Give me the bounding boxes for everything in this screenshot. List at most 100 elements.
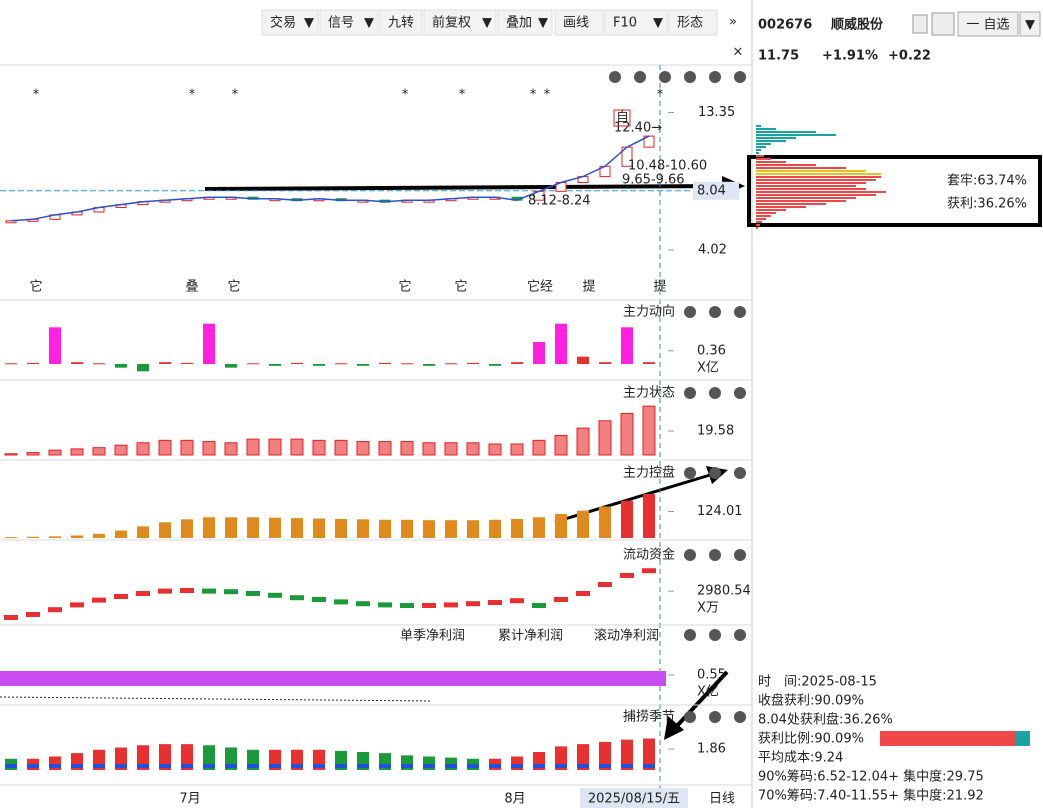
season-bar xyxy=(181,744,193,770)
bar xyxy=(71,535,83,538)
panel-icon[interactable] xyxy=(709,306,721,318)
dropdown-arrow[interactable]: ▼ xyxy=(538,16,548,31)
toolbar-button[interactable] xyxy=(668,9,718,36)
panel-icon[interactable] xyxy=(684,387,696,399)
toolbar-label[interactable]: 信号 xyxy=(328,16,354,31)
season-strip xyxy=(379,764,391,768)
panel-icon[interactable] xyxy=(684,306,696,318)
dropdown-arrow[interactable]: ▼ xyxy=(364,16,374,31)
event-label[interactable]: 它 xyxy=(227,279,240,295)
toolbar-label[interactable]: F10 xyxy=(613,16,637,31)
bar xyxy=(291,518,303,538)
price-annotation: 9.65-9.66 xyxy=(622,173,685,188)
panel-icon[interactable] xyxy=(734,549,746,561)
dropdown-arrow[interactable]: ▼ xyxy=(304,16,314,31)
watch-label[interactable]: 一 自选 xyxy=(966,18,1009,33)
bar xyxy=(5,363,17,365)
season-strip xyxy=(181,764,193,768)
candle xyxy=(5,220,17,224)
event-label[interactable]: 它 xyxy=(398,279,411,295)
panel-icon[interactable] xyxy=(609,71,621,83)
bar xyxy=(466,442,480,456)
panel-icon[interactable] xyxy=(684,71,696,83)
panel-icon[interactable] xyxy=(734,387,746,399)
panel-icon[interactable] xyxy=(734,629,746,641)
toolbar-button[interactable] xyxy=(319,9,379,36)
panel-icon[interactable] xyxy=(659,71,671,83)
chip-bar xyxy=(756,170,866,172)
chip-bar xyxy=(756,227,758,229)
panel-icon[interactable] xyxy=(709,467,721,479)
event-label[interactable]: 它 xyxy=(29,279,42,295)
flow-segment xyxy=(422,603,436,608)
panel-icon[interactable] xyxy=(709,549,721,561)
toolbar-label[interactable]: 交易 xyxy=(270,15,296,31)
panel-icon[interactable] xyxy=(734,711,746,723)
toolbar-button[interactable] xyxy=(379,9,423,36)
profit-tab[interactable]: 滚动净利润 xyxy=(594,628,659,644)
toolbar-button[interactable] xyxy=(554,9,604,36)
toolbar-label[interactable]: 九转 xyxy=(388,16,414,31)
toolbar-button[interactable] xyxy=(604,9,668,36)
toolbar-label[interactable]: 前复权 xyxy=(432,15,471,31)
panel-icon[interactable] xyxy=(709,71,721,83)
profit-tab[interactable]: 单季净利润 xyxy=(400,629,465,644)
panel-icon[interactable] xyxy=(734,467,746,479)
event-label[interactable]: 叠 xyxy=(185,280,198,295)
chip-bar xyxy=(756,161,786,163)
profit-tab[interactable]: 累计净利润 xyxy=(498,629,563,644)
watch-dropdown[interactable] xyxy=(1019,11,1041,37)
panel-icon[interactable] xyxy=(684,549,696,561)
toolbar-label[interactable]: 画线 xyxy=(563,16,589,31)
unit-label: X亿 xyxy=(697,360,719,375)
panel-icon[interactable] xyxy=(684,629,696,641)
toolbar-button[interactable] xyxy=(497,9,553,36)
bar xyxy=(180,439,194,456)
dropdown-arrow[interactable]: ▼ xyxy=(653,16,663,31)
trapped-bar xyxy=(1016,731,1030,746)
panel-icon[interactable] xyxy=(709,629,721,641)
season-strip xyxy=(467,764,479,768)
bar xyxy=(49,536,61,538)
panel-title: 主力控盘 xyxy=(623,465,675,481)
bar xyxy=(533,517,545,538)
info-icon[interactable] xyxy=(912,14,928,34)
season-strip xyxy=(599,764,611,768)
bar xyxy=(422,442,436,456)
panel-icon[interactable] xyxy=(684,711,696,723)
toolbar-button[interactable] xyxy=(261,9,319,36)
more-icon[interactable]: » xyxy=(729,15,737,30)
panel-icon[interactable] xyxy=(709,711,721,723)
dropdown-arrow[interactable]: ▼ xyxy=(482,16,492,31)
event-label[interactable]: 它经 xyxy=(527,279,553,295)
watch-button[interactable] xyxy=(957,11,1019,37)
bar xyxy=(93,533,105,538)
chip-bar xyxy=(756,155,764,157)
bar xyxy=(423,364,435,366)
event-label[interactable]: 它 xyxy=(454,279,467,295)
event-label[interactable]: 提 xyxy=(582,279,595,295)
flow-segment xyxy=(400,603,414,608)
panel-icon[interactable] xyxy=(734,306,746,318)
close-icon[interactable]: × xyxy=(733,45,744,60)
event-label[interactable]: 提 xyxy=(653,279,666,295)
panel-icon[interactable] xyxy=(709,387,721,399)
toolbar-button[interactable] xyxy=(423,9,497,36)
toolbar-label[interactable]: 叠加 xyxy=(506,16,532,31)
bar xyxy=(445,363,457,365)
period-label[interactable]: 日线 xyxy=(709,792,735,807)
flow-segment xyxy=(598,582,612,587)
bell-icon[interactable] xyxy=(931,12,955,36)
toolbar-label[interactable]: 形态 xyxy=(677,16,703,31)
panel-icon[interactable] xyxy=(684,467,696,479)
panel-icon[interactable] xyxy=(634,71,646,83)
flow-segment xyxy=(554,597,568,602)
panel-icon[interactable] xyxy=(734,71,746,83)
y-tick-label: 4.02 xyxy=(698,242,727,257)
flow-segment xyxy=(4,615,18,620)
price-annotation: 10.48-10.60 xyxy=(628,159,707,174)
flow-segment xyxy=(70,602,84,608)
dropdown-arrow[interactable]: ▼ xyxy=(1025,18,1035,33)
highlight-box xyxy=(747,155,1042,227)
